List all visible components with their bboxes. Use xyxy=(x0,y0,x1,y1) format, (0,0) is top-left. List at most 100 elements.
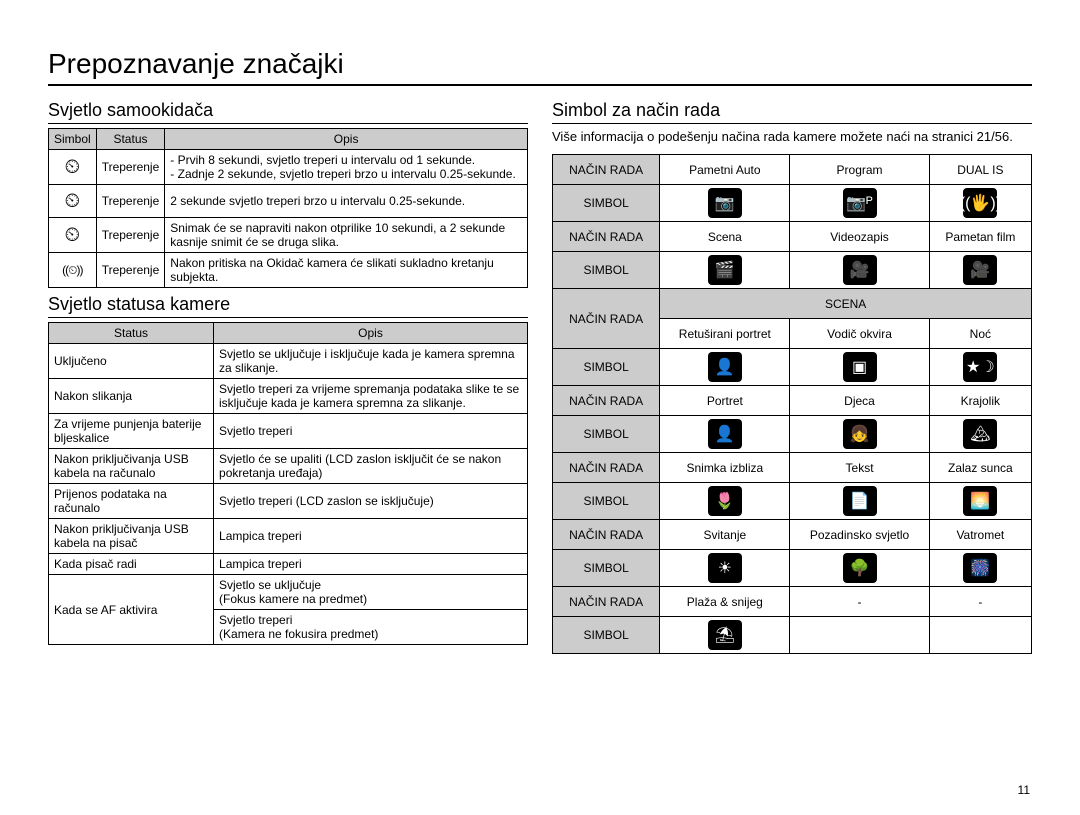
st-af-o2: Svjetlo treperi (Kamera ne fokusira pred… xyxy=(214,610,528,645)
timer-10-icon xyxy=(57,154,87,180)
g7-1: - xyxy=(790,587,929,617)
timer-icon-motion xyxy=(49,253,97,288)
g6-0: Svitanje xyxy=(660,520,790,550)
video-icon: 🎥 xyxy=(843,255,877,285)
g4i-0: 👤 xyxy=(660,416,790,453)
st-row6-s: Kada pisač radi xyxy=(49,554,214,575)
symbol-label-3: SIMBOL xyxy=(553,349,660,386)
symbol-label-1: SIMBOL xyxy=(553,185,660,222)
motion-timer-icon xyxy=(57,257,87,283)
g2i-2: 🎥 xyxy=(929,252,1031,289)
symbol-label-6: SIMBOL xyxy=(553,550,660,587)
col-opis: Opis xyxy=(165,129,528,150)
closeup-icon: 🌷 xyxy=(708,486,742,516)
g5-1: Tekst xyxy=(790,453,929,483)
timer-status-2: Treperenje xyxy=(96,218,165,253)
g2-1: Videozapis xyxy=(790,222,929,252)
g7-0: Plaža & snijeg xyxy=(660,587,790,617)
g6i-1: 🌳 xyxy=(790,550,929,587)
col2-status: Status xyxy=(49,323,214,344)
g1-1: Program xyxy=(790,155,929,185)
mode-label-2: NAČIN RADA xyxy=(553,222,660,252)
g5-0: Snimka izbliza xyxy=(660,453,790,483)
g4i-1: 👧 xyxy=(790,416,929,453)
section1-title: Svjetlo samookidača xyxy=(48,100,528,124)
g7i-1 xyxy=(790,617,929,654)
left-column: Svjetlo samookidača Simbol Status Opis T… xyxy=(48,94,528,654)
g4-1: Djeca xyxy=(790,386,929,416)
g6i-0: ☀ xyxy=(660,550,790,587)
mode-label-1: NAČIN RADA xyxy=(553,155,660,185)
g3i-1: ▣ xyxy=(790,349,929,386)
text-icon: 📄 xyxy=(843,486,877,516)
st-af-s: Kada se AF aktivira xyxy=(49,575,214,645)
timer-opis-1: 2 sekunde svjetlo treperi brzo u interva… xyxy=(165,185,528,218)
columns: Svjetlo samookidača Simbol Status Opis T… xyxy=(48,94,1032,654)
timer-status-1: Treperenje xyxy=(96,185,165,218)
timer-icon-2 xyxy=(49,185,97,218)
landscape-icon: 🏔 xyxy=(963,419,997,449)
right-intro: Više informacija o podešenju načina rada… xyxy=(552,128,1032,146)
page-number: 11 xyxy=(1018,783,1030,797)
g2i-1: 🎥 xyxy=(790,252,929,289)
g7-2: - xyxy=(929,587,1031,617)
symbol-label-4: SIMBOL xyxy=(553,416,660,453)
timer-status-3: Treperenje xyxy=(96,253,165,288)
g6-1: Pozadinsko svjetlo xyxy=(790,520,929,550)
timer-2-icon xyxy=(57,188,87,214)
st-row3-s: Nakon priključivanja USB kabela na račun… xyxy=(49,449,214,484)
section2-title: Svjetlo statusa kamere xyxy=(48,294,528,318)
g3i-2: ★☽ xyxy=(929,349,1031,386)
col-status: Status xyxy=(96,129,165,150)
st-row6-o: Lampica treperi xyxy=(214,554,528,575)
timer-opis-2: Snimak će se napraviti nakon otprilike 1… xyxy=(165,218,528,253)
st-row1-s: Nakon slikanja xyxy=(49,379,214,414)
timer-status-0: Treperenje xyxy=(96,150,165,185)
symbol-label-7: SIMBOL xyxy=(553,617,660,654)
g4-0: Portret xyxy=(660,386,790,416)
st-row0-o: Svjetlo se uključuje i isključuje kada j… xyxy=(214,344,528,379)
st-row4-o: Svjetlo treperi (LCD zaslon se isključuj… xyxy=(214,484,528,519)
timer-icon-10 xyxy=(49,150,97,185)
right-title: Simbol za način rada xyxy=(552,100,1032,124)
smart-auto-icon: 📷 xyxy=(708,188,742,218)
backlight-icon: 🌳 xyxy=(843,553,877,583)
g1i-1: 📷ᴾ xyxy=(790,185,929,222)
timer-opis-0: - Prvih 8 sekundi, svjetlo treperi u int… xyxy=(165,150,528,185)
symbol-label-5: SIMBOL xyxy=(553,483,660,520)
dawn-icon: ☀ xyxy=(708,553,742,583)
mode-label-6: NAČIN RADA xyxy=(553,520,660,550)
night-icon: ★☽ xyxy=(963,352,997,382)
st-row5-o: Lampica treperi xyxy=(214,519,528,554)
program-icon: 📷ᴾ xyxy=(843,188,877,218)
st-row2-s: Za vrijeme punjenja baterije bljeskalice xyxy=(49,414,214,449)
col2-opis: Opis xyxy=(214,323,528,344)
g5i-0: 🌷 xyxy=(660,483,790,520)
scena-header: SCENA xyxy=(660,289,1032,319)
timer-icon-dbl xyxy=(49,218,97,253)
frame-guide-icon: ▣ xyxy=(843,352,877,382)
st-row2-o: Svjetlo treperi xyxy=(214,414,528,449)
page-title: Prepoznavanje značajki xyxy=(48,48,1032,86)
timer-dbl-icon xyxy=(57,222,87,248)
fireworks-icon: 🎆 xyxy=(963,553,997,583)
beauty-shot-icon: 👤 xyxy=(708,352,742,382)
mode-label-7: NAČIN RADA xyxy=(553,587,660,617)
right-column: Simbol za način rada Više informacija o … xyxy=(552,94,1032,654)
g4i-2: 🏔 xyxy=(929,416,1031,453)
g2i-0: 🎬 xyxy=(660,252,790,289)
g4-2: Krajolik xyxy=(929,386,1031,416)
scene-icon: 🎬 xyxy=(708,255,742,285)
g5i-1: 📄 xyxy=(790,483,929,520)
st-row1-o: Svjetlo treperi za vrijeme spremanja pod… xyxy=(214,379,528,414)
status-table: Status Opis UključenoSvjetlo se uključuj… xyxy=(48,322,528,645)
g5i-2: 🌅 xyxy=(929,483,1031,520)
g3-0: Retuširani portret xyxy=(660,319,790,349)
g1i-0: 📷 xyxy=(660,185,790,222)
g5-2: Zalaz sunca xyxy=(929,453,1031,483)
st-row3-o: Svjetlo će se upaliti (LCD zaslon isklju… xyxy=(214,449,528,484)
mode-label-3: NAČIN RADA xyxy=(553,289,660,349)
g2-2: Pametan film xyxy=(929,222,1031,252)
g7i-2 xyxy=(929,617,1031,654)
g3-1: Vodič okvira xyxy=(790,319,929,349)
